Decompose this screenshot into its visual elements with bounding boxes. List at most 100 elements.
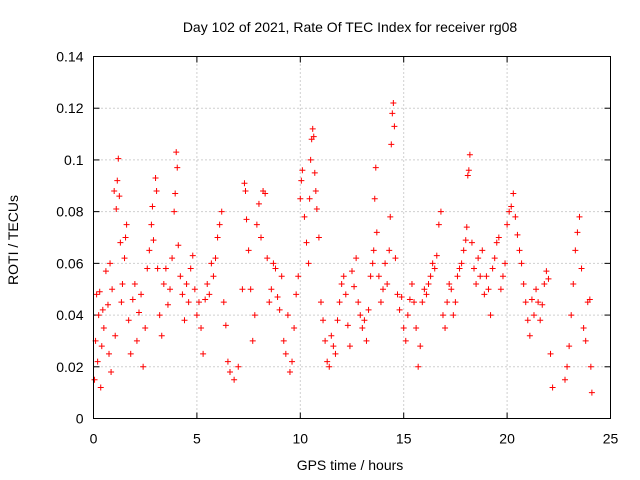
data-point <box>582 337 589 344</box>
data-point <box>97 384 104 391</box>
data-point <box>258 234 265 241</box>
data-point <box>210 273 217 280</box>
data-point <box>218 208 225 215</box>
data-point <box>394 291 401 298</box>
data-point <box>454 273 461 280</box>
data-point <box>406 296 413 303</box>
data-point <box>413 325 420 331</box>
data-point <box>448 286 455 293</box>
data-point <box>174 164 181 171</box>
data-point <box>226 368 233 375</box>
y-tick-label: 0.02 <box>56 359 83 375</box>
data-point <box>100 325 107 331</box>
data-point <box>144 265 151 272</box>
data-point <box>369 260 376 267</box>
data-point <box>359 325 366 331</box>
data-point <box>305 260 312 267</box>
data-point <box>293 291 300 298</box>
data-point <box>303 239 310 246</box>
x-tick-label: 10 <box>293 431 309 447</box>
data-point <box>158 332 165 339</box>
data-point <box>149 203 156 210</box>
data-point <box>93 291 100 298</box>
data-point <box>191 286 198 293</box>
data-point <box>195 299 202 306</box>
data-point <box>411 299 418 306</box>
data-point <box>317 299 324 306</box>
data-point <box>276 306 283 313</box>
data-point <box>336 299 343 306</box>
data-point <box>152 175 159 182</box>
data-point <box>429 260 436 267</box>
data-point <box>387 213 394 220</box>
data-point <box>574 229 581 236</box>
data-point <box>315 234 322 241</box>
data-point <box>112 332 119 339</box>
data-point <box>371 195 378 202</box>
data-point <box>311 169 318 176</box>
data-point <box>167 286 174 293</box>
x-axis-title: GPS time / hours <box>297 457 404 473</box>
data-point <box>109 286 116 293</box>
data-point <box>264 255 271 262</box>
data-point <box>107 260 114 267</box>
data-point <box>408 281 415 288</box>
data-point <box>270 260 277 267</box>
data-point <box>239 286 246 293</box>
data-point <box>382 260 389 267</box>
data-point <box>146 247 153 254</box>
data-point <box>183 281 190 288</box>
data-point <box>129 296 136 303</box>
data-point <box>114 177 121 184</box>
data-point <box>242 187 249 194</box>
data-point <box>392 255 399 262</box>
data-point <box>489 265 496 272</box>
data-point <box>380 286 387 293</box>
data-point <box>206 291 213 298</box>
data-point <box>471 265 478 272</box>
x-tick-label: 5 <box>193 431 201 447</box>
data-point <box>483 273 490 280</box>
data-point <box>466 151 473 158</box>
data-point <box>384 281 391 288</box>
data-point <box>377 299 384 306</box>
data-point <box>442 325 449 331</box>
data-point <box>518 260 525 267</box>
data-point <box>202 296 209 303</box>
data-point <box>249 337 256 344</box>
y-axis-title: ROTI / TECUs <box>5 195 21 285</box>
data-point <box>309 125 316 132</box>
data-point <box>266 299 273 306</box>
data-point <box>549 384 556 391</box>
data-point <box>312 187 319 194</box>
y-tick-label: 0.12 <box>56 100 83 116</box>
data-point <box>171 208 178 215</box>
data-point <box>390 100 397 107</box>
data-point <box>96 288 103 295</box>
data-point <box>363 337 370 344</box>
data-point <box>576 213 583 220</box>
y-tick-label: 0.14 <box>56 49 83 65</box>
data-point <box>193 312 200 319</box>
data-point <box>568 312 575 319</box>
data-point <box>115 155 122 162</box>
data-point <box>512 213 519 220</box>
data-point <box>231 376 238 383</box>
data-point <box>520 281 527 288</box>
data-point <box>417 343 424 350</box>
data-point <box>372 164 379 171</box>
data-point <box>255 200 262 207</box>
data-point <box>338 281 345 288</box>
data-point <box>456 265 463 272</box>
data-point <box>138 291 145 298</box>
data-point <box>342 291 349 298</box>
data-point <box>375 273 382 280</box>
data-point <box>491 255 498 262</box>
data-point <box>243 216 250 223</box>
data-point <box>322 337 329 344</box>
data-point <box>344 322 351 329</box>
data-point <box>262 190 269 197</box>
data-point <box>357 312 364 319</box>
data-point <box>370 247 377 254</box>
data-point <box>301 213 308 220</box>
